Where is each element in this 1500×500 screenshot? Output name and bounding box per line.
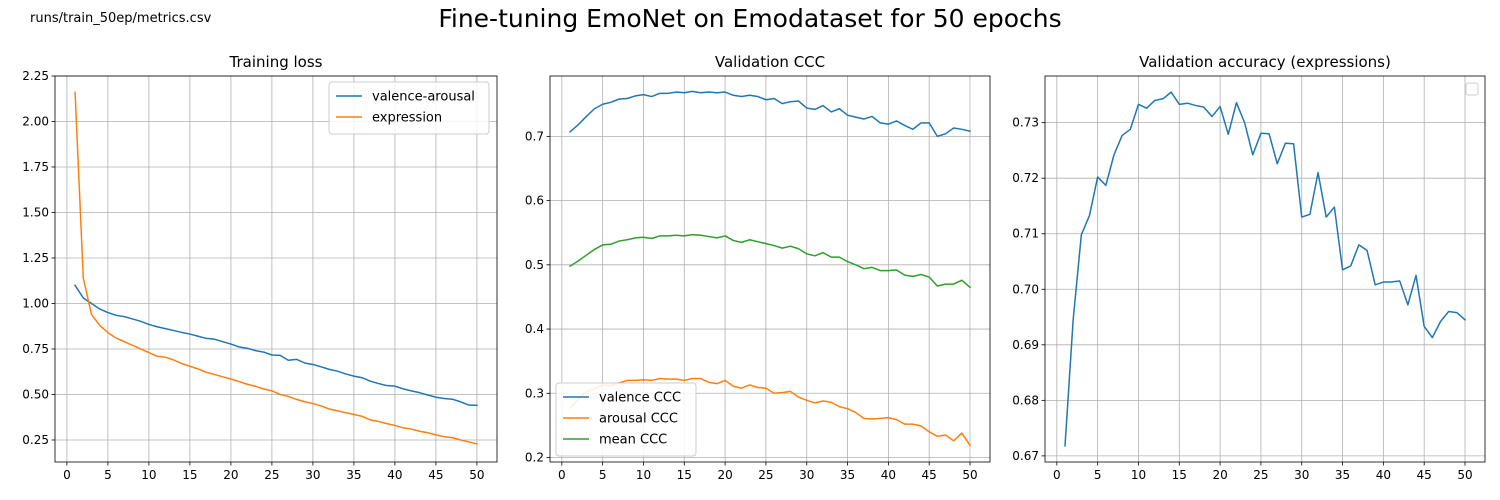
y-tick-label: 0.25 [22,433,49,447]
series-line-accuracy [1064,91,1467,447]
legend-box [328,81,490,135]
legend-label: arousal CCC [599,412,678,427]
series-line-expression [74,91,478,445]
x-tick-label: 45 [922,468,937,482]
y-tick-label: 1.75 [22,160,49,174]
x-tick-label: 40 [387,468,402,482]
legend-label: mean CCC [599,433,667,448]
x-tick-label: 50 [469,468,484,482]
y-tick-label: 0.73 [1012,116,1039,130]
y-tick-label: 0.50 [22,387,49,401]
x-tick-label: 50 [962,468,977,482]
series-line-valence-ccc [568,90,971,138]
chart-title: Training loss [229,53,323,71]
y-tick-label: 0.71 [1012,227,1039,241]
x-tick-label: 35 [1335,468,1350,482]
x-tick-label: 35 [840,468,855,482]
y-tick-label: 0.70 [1012,282,1039,296]
x-tick-label: 45 [428,468,443,482]
y-tick-label: 0.4 [525,322,544,336]
x-tick-label: 10 [636,468,651,482]
chart-title: Validation accuracy (expressions) [1139,53,1391,71]
y-tick-label: 2.00 [22,114,49,128]
x-tick-label: 45 [1417,468,1432,482]
chart-panel-2: 0 5 10 15 20 25 30 35 40 45 50 0.2 0.3 0.4 0.5 0.6 0.7 Va… [525,53,991,482]
y-tick-label: 1.25 [22,251,49,265]
x-tick-label: 20 [1212,468,1227,482]
legend-label: expression [372,111,442,126]
x-tick-label: 35 [346,468,361,482]
axes-frame [54,75,498,463]
x-tick-label: 15 [677,468,692,482]
x-tick-label: 20 [223,468,238,482]
axes-frame [549,75,991,463]
legend-label: valence-arousal [372,90,475,105]
y-tick-label: 0.69 [1012,338,1039,352]
x-tick-label: 30 [305,468,320,482]
y-tick-label: 0.2 [525,451,544,465]
y-tick-label: 0.6 [525,194,544,208]
axes-frame [1044,75,1486,463]
x-tick-label: 20 [717,468,732,482]
x-tick-label: 5 [104,468,112,482]
series-line-arousal-ccc [568,377,972,447]
y-tick-label: 1.00 [22,296,49,310]
y-tick-label: 0.7 [525,129,544,143]
source-path-label: runs/train_50ep/metrics.csv [30,11,212,26]
x-tick-label: 5 [599,468,607,482]
legend-box-empty [1465,82,1479,96]
x-tick-label: 50 [1457,468,1472,482]
chart-panel-1: 0 5 10 15 20 25 30 35 40 45 50 0.25 0.50 0.75 1.00 1.25… [22,53,498,482]
x-tick-label: 10 [1131,468,1146,482]
y-tick-label: 0.68 [1012,393,1039,407]
y-tick-label: 0.75 [22,342,49,356]
y-tick-label: 0.67 [1012,449,1039,463]
x-tick-label: 0 [558,468,566,482]
x-tick-label: 25 [758,468,773,482]
y-tick-label: 0.3 [525,386,544,400]
x-tick-label: 40 [881,468,896,482]
figure-title: Fine-tuning EmoNet on Emodataset for 50 … [438,4,1062,33]
x-tick-label: 30 [799,468,814,482]
y-tick-label: 0.72 [1012,171,1039,185]
legend: valence CCC arousal CCC mean CCC [555,382,697,457]
legend-box [555,382,697,457]
x-tick-label: 15 [1172,468,1187,482]
x-tick-label: 30 [1294,468,1309,482]
chart-panel-3: 0 5 10 15 20 25 30 35 40 45 50 0.67 0.68 0.69 0.70 0.71… [1012,53,1486,482]
series-line-mean-ccc [568,233,972,289]
legend: valence-arousal expression [328,81,490,135]
legend-label: valence CCC [599,391,681,406]
x-tick-label: 25 [1253,468,1268,482]
series-line-valence-arousal [74,284,478,407]
chart-title: Validation CCC [715,53,825,71]
x-tick-label: 0 [63,468,71,482]
y-tick-label: 0.5 [525,258,544,272]
x-tick-label: 0 [1053,468,1061,482]
x-tick-label: 15 [182,468,197,482]
y-tick-label: 2.25 [22,69,49,83]
x-tick-label: 5 [1094,468,1102,482]
x-tick-label: 40 [1376,468,1391,482]
x-tick-label: 25 [264,468,279,482]
x-tick-label: 10 [141,468,156,482]
y-tick-label: 1.50 [22,205,49,219]
